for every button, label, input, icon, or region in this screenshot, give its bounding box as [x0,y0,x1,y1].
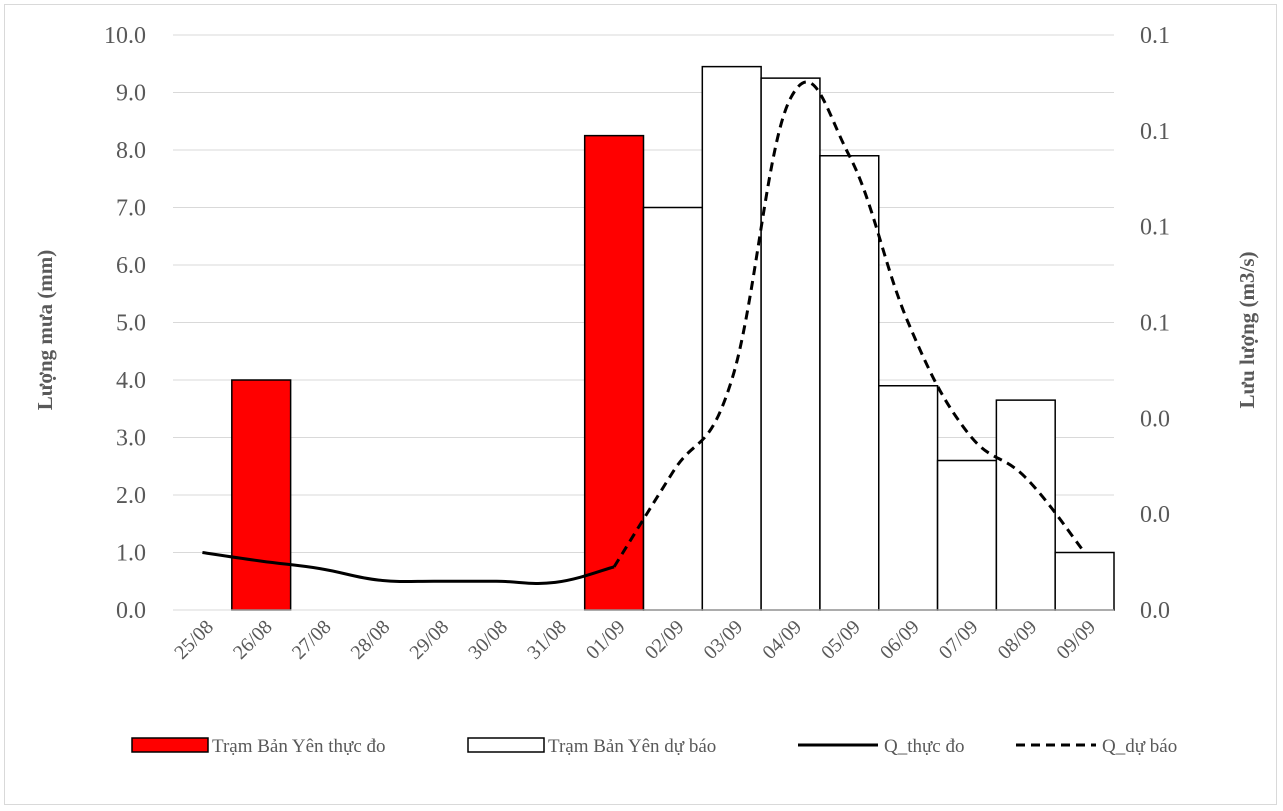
bar-forecast [760,77,821,611]
y-left-tick-label: 7.0 [116,196,146,222]
x-tick-label: 03/09 [699,616,747,664]
y-right-tick-label: 0.1 [1140,119,1170,145]
line-q-measured [202,551,615,585]
y-right-tick-label: 0.0 [1140,598,1170,624]
y-left-tick-label: 4.0 [116,368,146,394]
bar-forecast [1054,551,1115,611]
legend-swatch-bar [467,737,545,753]
legend-label: Trạm Bản Yên dự báo [548,736,716,757]
x-tick-label: 09/09 [1052,616,1100,664]
x-tick-label: 25/08 [170,616,218,664]
x-tick-label: 01/09 [582,616,630,664]
legend-swatch-bar [131,737,209,753]
bar-forecast [995,399,1056,611]
x-tick-label: 08/09 [994,616,1042,664]
y-right-tick-label: 0.0 [1140,502,1170,528]
y-right-axis-title: Lưu lượng (m3/s) [1235,251,1259,408]
line-series [202,80,1086,585]
x-tick-label: 06/09 [876,616,924,664]
bar-forecast [642,206,704,611]
y-left-tick-label: 6.0 [116,253,146,279]
y-right-tick-label: 0.1 [1140,215,1170,241]
x-tick-label: 02/09 [641,616,689,664]
y-left-tick-label: 2.0 [116,483,146,509]
x-tick-label: 27/08 [288,616,336,664]
legend-label: Trạm Bản Yên thực đo [212,736,386,757]
bar-series [231,65,1115,611]
line-q-forecast [612,80,1086,568]
bar-measured [583,134,645,611]
x-tick-label: 29/08 [405,616,453,664]
y-right-tick-label: 0.0 [1140,406,1170,432]
bar-forecast [878,385,939,611]
y-left-tick-label: 5.0 [116,311,146,337]
legend-label: Q_dự báo [1102,736,1177,757]
y-left-tick-label: 1.0 [116,541,146,567]
bar-forecast [819,155,880,611]
y-right-tick-label: 0.1 [1140,311,1170,337]
y-left-tick-label: 10.0 [104,23,146,49]
y-left-tick-label: 3.0 [116,426,146,452]
x-tick-label: 07/09 [935,616,983,664]
y-right-tick-label: 0.1 [1140,23,1170,49]
legend: Trạm Bản Yên thực đo Trạm Bản Yên dự báo Q… [131,736,1177,757]
bar-forecast [936,459,998,611]
x-tick-label: 04/09 [758,616,806,664]
y-left-tick-label: 9.0 [116,81,146,107]
y-left-tick-label: 8.0 [116,138,146,164]
legend-label: Q_thực đo [884,736,964,757]
bar-measured [231,379,292,611]
x-tick-label: 05/09 [817,616,865,664]
x-tick-label: 30/08 [464,616,512,664]
bar-forecast [701,65,762,611]
y-left-axis-title: Lượng mưa (mm) [33,250,57,410]
x-tick-label: 26/08 [229,616,277,664]
y-left-tick-label: 0.0 [116,598,146,624]
x-tick-label: 31/08 [523,616,571,664]
x-tick-label: 28/08 [347,616,395,664]
